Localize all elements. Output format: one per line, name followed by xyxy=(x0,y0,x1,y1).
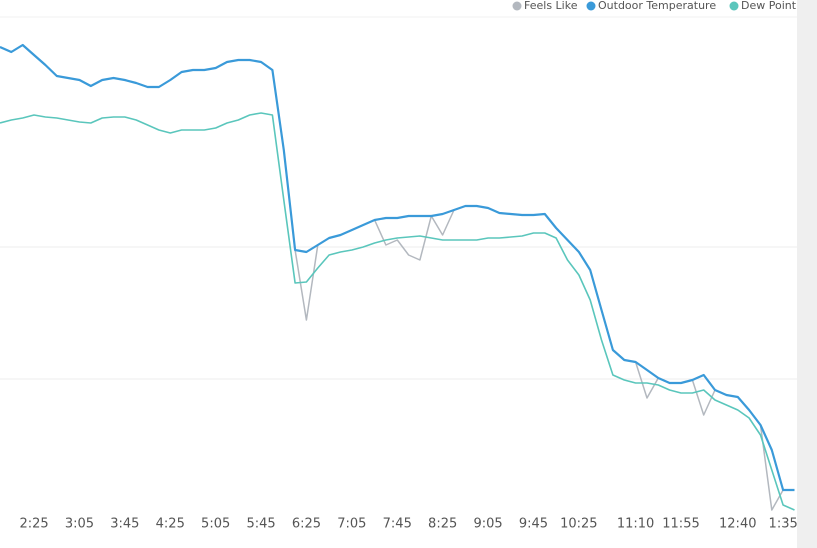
x-tick-label: 6:25 xyxy=(292,517,321,532)
series-line xyxy=(0,112,795,511)
x-tick-label: 11:10 xyxy=(617,517,654,532)
legend-marker xyxy=(586,1,596,11)
x-tick-label: 11:55 xyxy=(662,517,699,532)
legend-label: Feels Like xyxy=(524,0,578,12)
x-tick-label: 2:25 xyxy=(19,517,48,532)
x-tick-label: 12:40 xyxy=(719,517,756,532)
legend-marker xyxy=(512,1,522,11)
x-tick-label: 9:45 xyxy=(519,517,548,532)
x-tick-label: 1:35 xyxy=(769,517,798,532)
series-line xyxy=(0,44,795,511)
x-tick-label: 7:05 xyxy=(337,517,366,532)
x-tick-label: 8:25 xyxy=(428,517,457,532)
x-tick-label: 3:45 xyxy=(110,517,139,532)
x-tick-label: 10:25 xyxy=(560,517,597,532)
x-tick-label: 5:45 xyxy=(246,517,275,532)
legend-marker xyxy=(729,1,739,11)
x-tick-label: 4:25 xyxy=(156,517,185,532)
scrollbar-track xyxy=(797,0,817,548)
legend-label: Outdoor Temperature xyxy=(598,0,716,12)
x-tick-label: 7:45 xyxy=(383,517,412,532)
legend-label: Dew Point xyxy=(741,0,797,12)
x-tick-label: 9:05 xyxy=(473,517,502,532)
x-tick-label: 3:05 xyxy=(65,517,94,532)
x-tick-label: 5:05 xyxy=(201,517,230,532)
series-line xyxy=(0,43,795,492)
